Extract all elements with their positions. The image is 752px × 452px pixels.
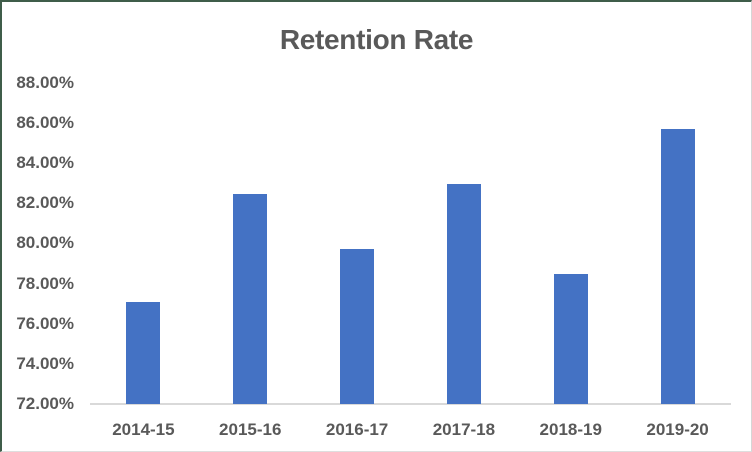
bar-2019-20[interactable]: [660, 128, 695, 404]
x-axis-category-label: 2018-19: [539, 420, 602, 439]
x-axis-category-label: 2015-16: [219, 420, 282, 439]
y-axis-tick-label: 74.00%: [16, 353, 74, 373]
y-axis-tick-label: 86.00%: [16, 112, 74, 132]
y-axis-tick-label: 88.00%: [16, 72, 74, 92]
bar-2015-16[interactable]: [233, 194, 268, 404]
y-axis-tick-label: 72.00%: [16, 394, 74, 413]
x-axis-line: [90, 403, 731, 405]
x-axis-category-label: 2016-17: [325, 420, 389, 439]
x-axis-category-label: 2017-18: [432, 420, 496, 439]
y-axis-tick-label: 78.00%: [16, 273, 74, 293]
y-axis-tick-label: 80.00%: [16, 233, 74, 253]
y-axis-tick-label: 84.00%: [16, 153, 74, 173]
chart-title: Retention Rate: [279, 24, 474, 55]
bar-2014-15[interactable]: [126, 301, 161, 404]
y-axis-tick-label: 82.00%: [16, 193, 74, 213]
y-axis-tick-label: 76.00%: [16, 313, 74, 333]
x-axis-category-label: 2019-20: [646, 420, 709, 439]
bar-2018-19[interactable]: [553, 274, 588, 404]
x-axis-category-label: 2014-15: [112, 420, 175, 439]
bar-2016-17[interactable]: [340, 249, 375, 404]
bar-2017-18[interactable]: [446, 184, 481, 404]
